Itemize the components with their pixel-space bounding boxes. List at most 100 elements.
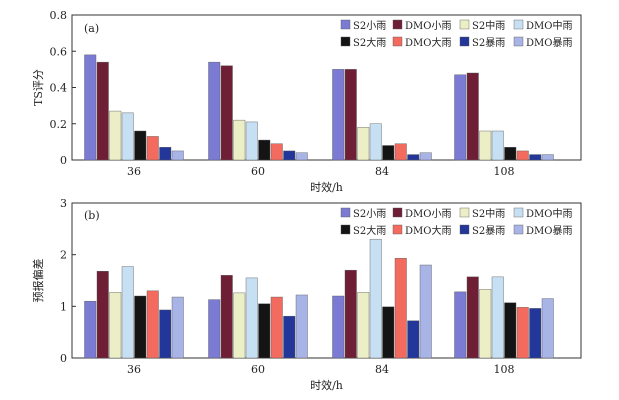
y-tick-label: 1 — [60, 300, 67, 313]
x-axis-label: 时效/h — [310, 180, 343, 194]
chart-panel-b: 0 1 2 3 36 60 84 108 时效/h 预报偏差 (b) S2小雨 DMO小雨 S2中雨 DMO… — [31, 197, 582, 392]
bar — [419, 152, 432, 161]
bar — [283, 150, 296, 161]
legend: S2小雨 DMO小雨 S2中雨 DMO中雨 S2大雨 DMO大雨 S2暴雨 DMO暴雨 — [340, 207, 572, 237]
bar — [208, 61, 221, 161]
bar — [171, 296, 184, 359]
bar — [208, 299, 221, 359]
x-tick-label: 84 — [375, 165, 389, 178]
legend-swatch — [392, 36, 403, 47]
bar — [159, 147, 172, 161]
bar — [295, 152, 308, 161]
bar — [96, 61, 109, 161]
bar — [84, 54, 97, 161]
bar — [357, 127, 370, 161]
y-tick-label: 0.2 — [50, 118, 68, 131]
bar — [344, 269, 357, 359]
bar — [233, 119, 246, 161]
legend-label: DMO暴雨 — [526, 37, 572, 49]
legend-swatch — [459, 36, 470, 47]
plot-frame — [71, 202, 582, 359]
bar — [491, 130, 504, 161]
x-tick-label: 36 — [127, 363, 141, 376]
legend-label: S2小雨 — [353, 20, 386, 32]
bar — [134, 130, 147, 161]
chart-panel-a: 0 0.2 0.4 0.6 0.8 36 60 84 108 时效/h TS评分 (a) S2小雨 DMO… — [32, 9, 582, 194]
bar — [516, 150, 529, 161]
bar — [159, 309, 172, 359]
bar — [270, 143, 283, 161]
y-axis-label: 预报偏差 — [31, 259, 45, 303]
legend-label: DMO大雨 — [405, 36, 451, 49]
x-tick-label: 36 — [127, 165, 141, 178]
legend-swatch — [459, 207, 470, 218]
x-tick-label: 60 — [251, 363, 265, 376]
legend-label: DMO小雨 — [405, 20, 451, 32]
bar — [466, 72, 479, 161]
y-axis-label: TS评分 — [32, 69, 45, 106]
y-tick-label: 0.8 — [50, 9, 68, 22]
bar — [220, 275, 233, 359]
bar — [407, 320, 420, 359]
bar — [258, 303, 271, 359]
legend-swatch — [513, 19, 524, 30]
legend-swatch — [340, 36, 351, 47]
panel-label: (a) — [84, 22, 99, 35]
bar — [84, 300, 97, 359]
legend-label: S2大雨 — [353, 224, 386, 237]
bar — [233, 292, 246, 359]
bar — [357, 292, 370, 359]
bar — [529, 308, 542, 359]
bar — [504, 302, 517, 359]
bar — [270, 296, 283, 359]
bar — [491, 276, 504, 359]
panel-label: (b) — [84, 209, 100, 222]
legend-label: S2暴雨 — [472, 225, 505, 237]
bar — [245, 277, 258, 359]
legend-swatch — [459, 19, 470, 30]
bar — [245, 121, 258, 161]
bar — [109, 292, 122, 359]
bar — [220, 65, 233, 161]
bar — [258, 139, 271, 161]
legend-swatch — [340, 224, 351, 235]
y-tick-label: 2 — [60, 249, 67, 262]
bar — [466, 276, 479, 359]
bar — [369, 123, 382, 161]
legend-swatch — [459, 224, 470, 235]
legend-swatch — [513, 207, 524, 218]
bar — [295, 294, 308, 359]
legend: S2小雨 DMO小雨 S2中雨 DMO中雨 S2大雨 DMO大雨 S2暴雨 DMO暴雨 — [340, 19, 572, 49]
y-tick-label: 0 — [60, 154, 67, 167]
legend-label: S2暴雨 — [472, 37, 505, 49]
y-tick-label: 0 — [60, 352, 67, 365]
y-tick-label: 0.4 — [50, 82, 68, 95]
bar — [407, 154, 420, 161]
bar — [419, 264, 432, 359]
bar — [382, 145, 395, 161]
legend-label: S2中雨 — [472, 207, 505, 220]
bar — [146, 136, 159, 161]
bar — [344, 69, 357, 161]
bar — [479, 130, 492, 161]
bar — [134, 295, 147, 359]
bar — [454, 291, 467, 359]
bar — [479, 289, 492, 359]
legend-label: DMO大雨 — [405, 224, 451, 237]
legend-swatch — [392, 224, 403, 235]
bar — [454, 74, 467, 161]
x-tick-label: 84 — [375, 363, 389, 376]
bar — [332, 69, 345, 161]
bar — [121, 112, 134, 161]
bar — [369, 238, 382, 359]
bar — [146, 290, 159, 359]
legend-swatch — [513, 36, 524, 47]
bar — [504, 147, 517, 161]
legend-label: DMO暴雨 — [526, 225, 572, 237]
legend-label: S2小雨 — [353, 208, 386, 220]
y-tick-label: 0.6 — [50, 45, 68, 58]
y-tick-label: 3 — [60, 197, 67, 210]
x-tick-label: 108 — [494, 165, 515, 178]
bar — [529, 154, 542, 161]
